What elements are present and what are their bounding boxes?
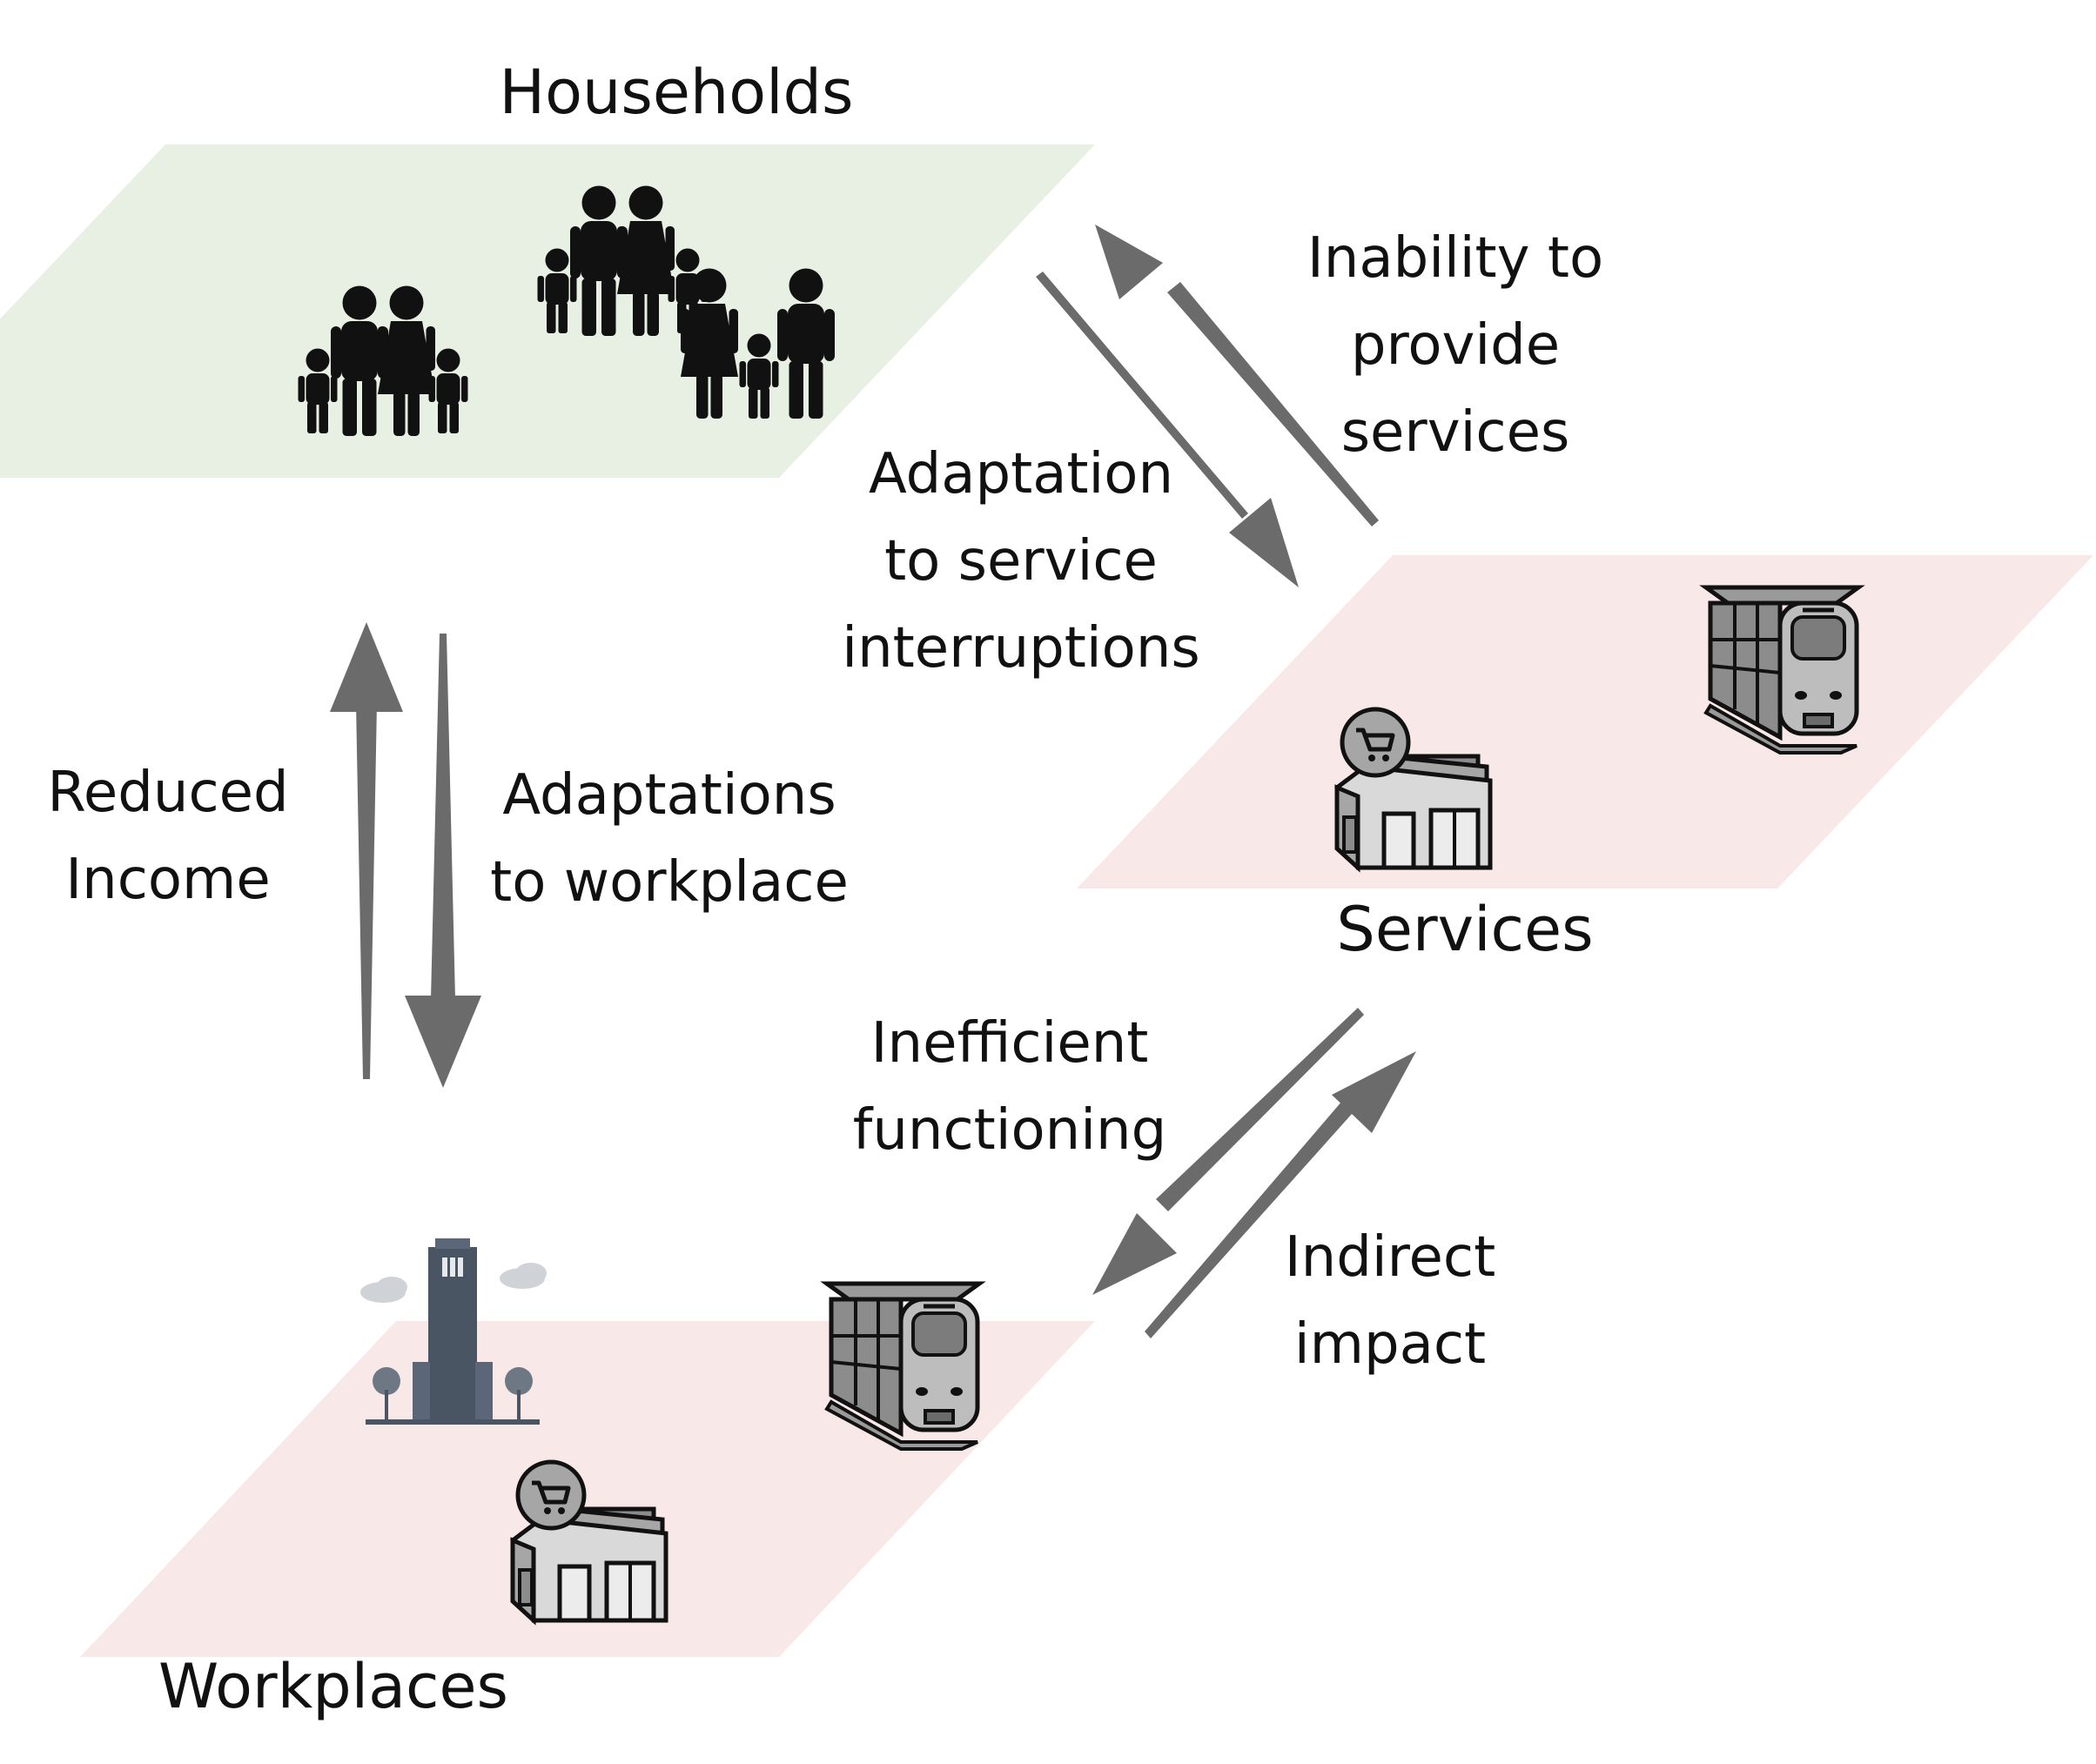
services-title: Services [1336, 894, 1593, 965]
svg-text:to service: to service [884, 529, 1158, 594]
svg-text:interruptions: interruptions [842, 616, 1199, 681]
svg-text:to workplace: to workplace [490, 850, 849, 915]
arrow-icon [1092, 1008, 1364, 1295]
workplaces-plane [80, 1321, 1095, 1657]
svg-text:Indirect: Indirect [1285, 1225, 1495, 1290]
arrow-icon [1095, 225, 1379, 527]
arrow-icon [330, 622, 403, 1079]
inability-label: Inability to provide services [1307, 226, 1603, 465]
svg-text:provide: provide [1351, 313, 1560, 378]
arrow-icon [1145, 1051, 1416, 1338]
workplaces-title: Workplaces [158, 1651, 508, 1722]
services-plane [1077, 555, 2093, 889]
svg-text:Income: Income [65, 848, 271, 912]
svg-text:Adaptation: Adaptation [869, 442, 1173, 506]
reduced-income-label: Reduced Income [47, 761, 288, 912]
svg-text:Adaptations: Adaptations [502, 763, 836, 828]
arrow-icon [405, 634, 481, 1088]
svg-text:functioning: functioning [853, 1098, 1166, 1163]
svg-text:Reduced: Reduced [47, 761, 288, 825]
indirect-impact-label: Indirect impact [1285, 1225, 1495, 1377]
svg-text:Inability to: Inability to [1307, 226, 1603, 291]
adaptation-service-label: Adaptation to service interruptions [842, 442, 1199, 681]
adaptations-workplace-label: Adaptations to workplace [490, 763, 849, 915]
svg-text:Inefficient: Inefficient [871, 1011, 1149, 1076]
svg-text:impact: impact [1294, 1312, 1486, 1377]
svg-text:services: services [1341, 400, 1570, 465]
arrow-icon [1036, 272, 1299, 587]
households-title: Households [500, 57, 854, 128]
inefficient-label: Inefficient functioning [853, 1011, 1166, 1163]
